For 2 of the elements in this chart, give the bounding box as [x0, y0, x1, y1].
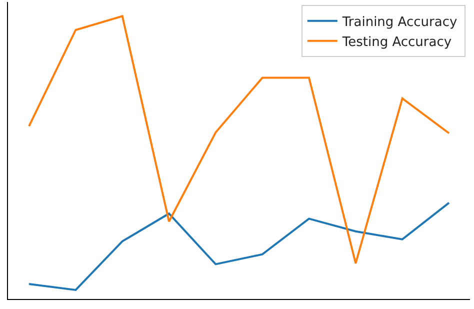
legend-label: Testing Accuracy	[341, 34, 452, 50]
legend-label: Training Accuracy	[341, 14, 458, 30]
